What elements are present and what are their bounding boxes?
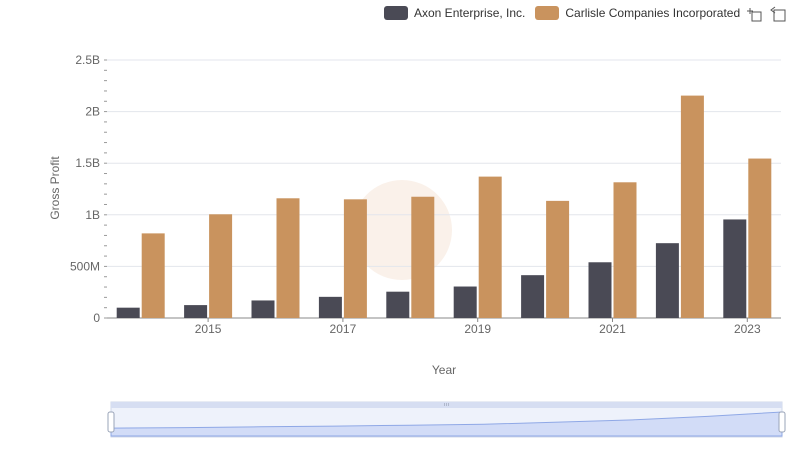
legend: Axon Enterprise, Inc. Carlisle Companies …: [384, 4, 750, 22]
legend-swatch: [384, 6, 408, 20]
x-tick-label: 2019: [464, 322, 491, 336]
slider-handle-left[interactable]: [107, 411, 115, 433]
legend-label: Axon Enterprise, Inc.: [414, 6, 526, 20]
y-tick-label: 0: [93, 311, 100, 325]
x-tick-label: 2017: [330, 322, 357, 336]
watermark-logo: [352, 180, 452, 280]
slider-top-bar[interactable]: [111, 402, 782, 408]
slider-preview-area: [110, 411, 783, 437]
x-tick-label: 2015: [195, 322, 222, 336]
x-axis-title: Year: [432, 363, 456, 377]
bar-axon-2021[interactable]: [588, 262, 612, 318]
bar-axon-2020[interactable]: [521, 275, 545, 318]
legend-item-axon[interactable]: Axon Enterprise, Inc.: [384, 6, 525, 20]
bar-carlisle-2014[interactable]: [141, 233, 165, 318]
y-tick-label: 2.5B: [75, 53, 100, 67]
bar-axon-2022[interactable]: [655, 243, 679, 318]
y-tick-label: 500M: [70, 259, 100, 273]
bar-axon-2023[interactable]: [723, 219, 747, 318]
bar-carlisle-2023[interactable]: [748, 158, 772, 318]
legend-label: Carlisle Companies Incorporated: [565, 6, 741, 20]
bar-axon-2018[interactable]: [386, 291, 410, 318]
bar-carlisle-2016[interactable]: [276, 198, 300, 318]
x-tick-label: 2021: [599, 322, 626, 336]
x-tick-label: 2023: [734, 322, 761, 336]
y-axis: 0 500M 1B 1.5B 2B 2.5B: [70, 53, 107, 325]
bar-axon-2016[interactable]: [251, 300, 275, 318]
y-axis-title: Gross Profit: [48, 156, 62, 220]
bar-carlisle-2017[interactable]: [343, 199, 367, 318]
bar-carlisle-2018[interactable]: [411, 196, 435, 318]
bar-carlisle-2019[interactable]: [478, 176, 502, 318]
x-axis: 2015 2017 2019 2021 2023: [107, 317, 781, 336]
slider-track[interactable]: [110, 401, 783, 438]
bar-axon-2015[interactable]: [184, 305, 208, 318]
y-tick-label: 1.5B: [75, 156, 100, 170]
bar-carlisle-2020[interactable]: [546, 200, 570, 318]
chart: 0 500M 1B 1.5B 2B 2.5B 2015 2017 2019 2021 2023 G…: [48, 53, 781, 377]
bar-carlisle-2022[interactable]: [680, 95, 704, 318]
y-tick-label: 1B: [85, 208, 100, 222]
bars: [116, 95, 772, 318]
watermark-circle: [352, 180, 452, 280]
toolbar: [746, 6, 786, 22]
bar-axon-2017[interactable]: [318, 296, 342, 318]
zoom-icon[interactable]: [746, 6, 762, 22]
bar-carlisle-2015[interactable]: [209, 214, 233, 318]
grid: [107, 59, 781, 319]
slider-handle-right[interactable]: [778, 411, 786, 433]
bar-axon-2014[interactable]: [116, 307, 140, 318]
y-tick-label: 2B: [85, 105, 100, 119]
bar-axon-2019[interactable]: [453, 286, 477, 318]
bar-carlisle-2021[interactable]: [613, 182, 637, 318]
slider-grip-icon: [444, 403, 449, 406]
legend-swatch: [535, 6, 560, 20]
legend-item-carlisle[interactable]: Carlisle Companies Incorporated: [535, 6, 740, 20]
reset-zoom-icon[interactable]: [770, 6, 786, 22]
